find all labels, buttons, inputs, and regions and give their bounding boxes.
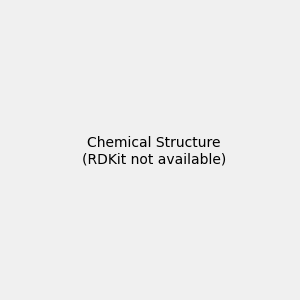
Text: Chemical Structure
(RDKit not available): Chemical Structure (RDKit not available) (82, 136, 226, 166)
